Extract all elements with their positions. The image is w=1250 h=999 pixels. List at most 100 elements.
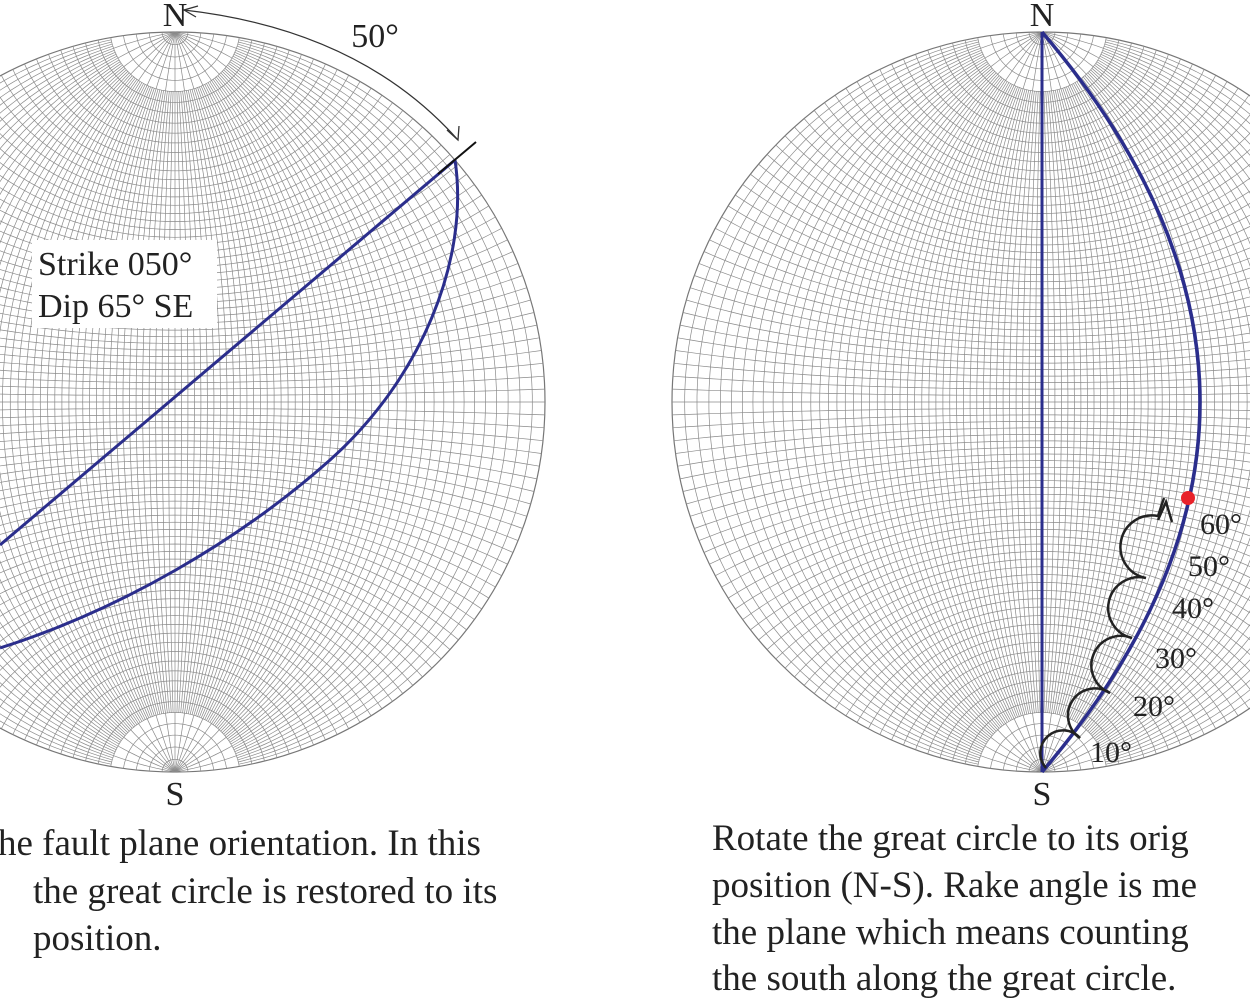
south-label: S <box>1033 776 1052 813</box>
net-parallel <box>148 32 202 58</box>
net-parallel <box>0 337 540 370</box>
caption-line: he fault plane orientation. In this <box>0 823 481 864</box>
net-parallel <box>0 551 442 660</box>
net-parallel <box>97 701 253 764</box>
net-meridian <box>0 72 130 732</box>
net-parallel <box>0 623 350 729</box>
stereonet-left <box>0 31 546 773</box>
rotated-great-circle <box>1040 30 1202 774</box>
north-label: N <box>1030 0 1055 34</box>
net-meridian <box>1100 53 1250 751</box>
net-meridian <box>1094 64 1250 740</box>
arrow-head <box>1156 498 1174 523</box>
net-parallel <box>12 632 338 735</box>
net-parallel <box>0 558 433 669</box>
net-meridian <box>0 68 126 736</box>
net-meridian <box>1101 51 1250 753</box>
net-meridian <box>1104 43 1250 761</box>
net-parallel <box>123 723 227 769</box>
net-parallel <box>0 350 542 377</box>
net-parallel <box>0 590 393 702</box>
net-parallel <box>0 81 361 189</box>
dip-label: Dip 65° SE <box>38 288 193 325</box>
net-parallel <box>0 263 519 331</box>
net-parallel <box>135 734 215 771</box>
net-parallel <box>0 88 372 198</box>
net-parallel <box>36 58 314 153</box>
net-parallel <box>0 529 467 631</box>
net-parallel <box>0 598 383 709</box>
great-circle <box>0 159 460 650</box>
net-parallel <box>0 536 459 641</box>
net-meridian <box>1099 55 1250 749</box>
strike-tick <box>437 141 477 175</box>
caption-line: the great circle is restored to its <box>33 871 497 912</box>
net-meridian <box>1096 61 1250 743</box>
net-parallel <box>0 312 535 357</box>
net-parallel <box>85 42 265 114</box>
label-box <box>32 240 217 328</box>
south-label: S <box>166 776 185 813</box>
net-parallel <box>0 299 531 351</box>
net-parallel <box>0 615 361 723</box>
net-parallel <box>72 680 278 758</box>
net-parallel <box>72 46 278 124</box>
caption-line: position. <box>33 918 162 959</box>
net-parallel <box>0 521 475 620</box>
net-parallel <box>0 480 514 553</box>
net-parallel <box>0 566 423 678</box>
net-parallel <box>0 75 350 181</box>
arrow-head <box>182 5 199 18</box>
rake-arrow <box>1039 497 1166 769</box>
rake-label: 60° <box>1200 508 1242 541</box>
strike-line <box>0 158 456 547</box>
net-parallel <box>0 574 414 686</box>
net-parallel <box>0 466 523 529</box>
net-parallel <box>0 453 531 505</box>
net-parallel <box>110 37 240 92</box>
net-parallel <box>0 493 502 577</box>
net-meridian <box>1102 49 1250 755</box>
net-parallel <box>0 102 393 214</box>
net-parallel <box>60 670 290 755</box>
net-parallel <box>0 118 414 230</box>
net-parallel <box>0 324 537 364</box>
net-parallel <box>148 746 202 772</box>
rake-label: 30° <box>1155 642 1197 675</box>
net-parallel <box>0 414 545 429</box>
net-parallel <box>0 287 528 344</box>
net-meridian <box>1095 63 1250 741</box>
net-meridian <box>0 71 129 733</box>
net-parallel <box>0 110 404 222</box>
strike-label: Strike 050° <box>38 246 192 283</box>
net-parallel <box>48 54 302 144</box>
net-parallel <box>0 514 482 610</box>
net-parallel <box>0 95 383 206</box>
north-label: N <box>163 0 188 34</box>
net-parallel <box>0 543 451 650</box>
net-parallel <box>0 606 372 716</box>
net-parallel <box>0 362 544 383</box>
net-parallel <box>0 507 489 599</box>
net-parallel <box>36 651 314 746</box>
rake-label: 20° <box>1133 690 1175 723</box>
net-parallel <box>97 40 253 103</box>
net-meridian <box>1103 45 1250 759</box>
net-parallel <box>0 126 423 238</box>
net-parallel <box>0 447 535 492</box>
net-parallel <box>0 440 537 480</box>
net-parallel <box>0 421 544 442</box>
caption-line: position (N-S). Rake angle is me <box>712 865 1197 906</box>
angle-label: 50° <box>351 18 399 55</box>
net-parallel <box>135 33 215 70</box>
net-parallel <box>24 641 326 741</box>
arrow-head <box>446 125 460 142</box>
net-parallel <box>110 712 240 767</box>
net-parallel <box>0 375 545 390</box>
net-meridian <box>0 69 127 735</box>
net-meridian <box>0 63 122 741</box>
net-meridian <box>1097 59 1250 745</box>
net-parallel <box>123 35 227 81</box>
net-parallel <box>24 63 326 163</box>
